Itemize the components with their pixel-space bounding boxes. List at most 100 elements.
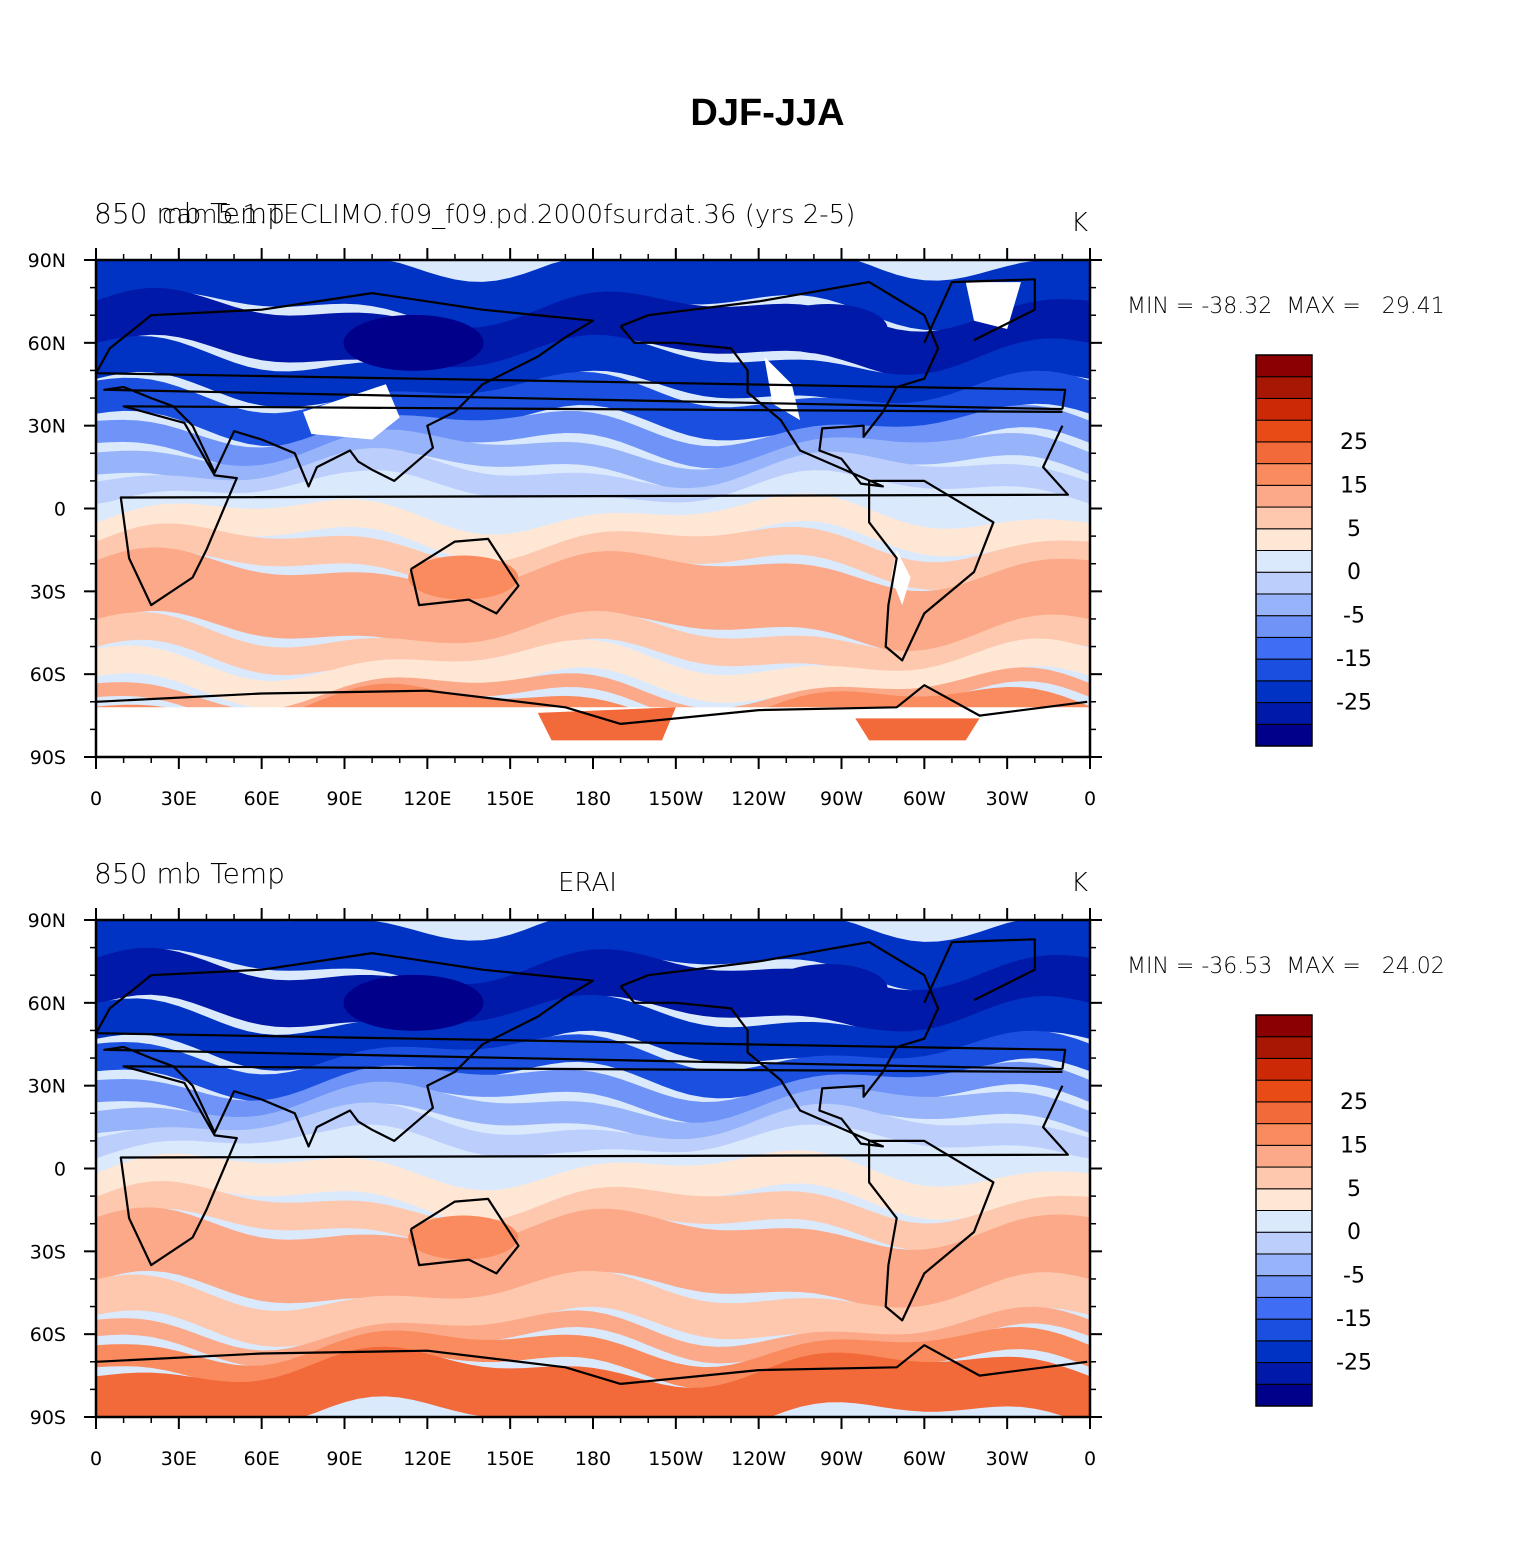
x-tick-label: 150W — [648, 1448, 703, 1470]
min-max-label: MIN = -36.53 MAX = 24.02 — [1127, 954, 1445, 979]
temperature-band — [96, 994, 1090, 1071]
coastline — [409, 1197, 520, 1275]
colorbar-swatch — [1255, 1275, 1313, 1298]
temperature-band — [96, 1346, 1090, 1417]
coastline — [96, 292, 1067, 488]
y-tick-label: 30N — [28, 1076, 66, 1098]
coastline — [96, 1344, 1088, 1385]
colorbar-swatch — [1255, 1014, 1313, 1038]
temperature-band — [96, 334, 1090, 411]
colorbar-swatch — [1255, 636, 1313, 660]
colorbar-swatch — [1255, 1253, 1313, 1277]
colorbar-swatch — [1255, 506, 1313, 530]
x-tick-label: 120E — [403, 788, 451, 810]
colorbar-label: -5 — [1343, 604, 1365, 629]
colorbar-swatch — [1255, 1101, 1313, 1125]
temperature-band — [96, 493, 1090, 563]
temperature-band — [96, 547, 1090, 655]
x-tick-label: 90W — [820, 1448, 863, 1470]
y-tick-label: 90N — [28, 910, 66, 932]
coastline — [619, 281, 940, 488]
colorbar-swatch — [1255, 1231, 1313, 1255]
colorbar-swatch — [1255, 1188, 1313, 1211]
colorbar-swatch — [1255, 354, 1313, 378]
x-tick-label: 90E — [326, 1448, 362, 1470]
x-tick-label: 120W — [731, 1448, 786, 1470]
colorbar-swatch — [1255, 1318, 1313, 1342]
panel-center-title: ERAI — [558, 868, 617, 898]
temperature-band — [96, 1150, 1090, 1224]
x-tick-label: 60W — [903, 788, 946, 810]
panel-left-title: 850 mb Temp — [94, 857, 285, 890]
coastline — [409, 537, 520, 615]
colorbar-label: 15 — [1340, 1133, 1368, 1158]
contour-fill — [96, 920, 1090, 1417]
coastline — [619, 941, 940, 1148]
panel-unit: K — [1071, 868, 1089, 898]
coastline — [923, 278, 1036, 344]
colorbar-frame — [1255, 354, 1313, 747]
colorbar-label: -25 — [1336, 1351, 1372, 1376]
colorbar-swatch — [1255, 463, 1313, 486]
colorbar-swatch — [1255, 484, 1313, 508]
colorbar-label: -15 — [1336, 647, 1372, 672]
temperature-band — [96, 1327, 1090, 1390]
colorbar-swatch — [1255, 1362, 1313, 1385]
colorbar-label: -5 — [1343, 1264, 1365, 1289]
panel-left-title: 850 mb Temp — [94, 197, 285, 230]
colorbar-label: 15 — [1340, 473, 1368, 498]
colorbar-swatch — [1255, 397, 1313, 421]
coastline — [119, 1065, 1069, 1267]
x-tick-label: 60W — [903, 1448, 946, 1470]
colorbar-swatch — [1255, 1210, 1313, 1233]
panel-center-title: cam5.1.TECLIMO.f09_f09.pd.2000fsurdat.36… — [162, 200, 856, 230]
x-tick-label: 0 — [90, 1448, 102, 1470]
warm-spot — [408, 555, 519, 600]
y-tick-label: 60N — [28, 993, 66, 1015]
colorbar-swatch — [1255, 1079, 1313, 1103]
min-max-label: MIN = -38.32 MAX = 29.41 — [1127, 294, 1445, 319]
x-tick-label: 150E — [486, 1448, 534, 1470]
colorbar-label: 25 — [1340, 1090, 1368, 1115]
colorbar: -25 -15 -5 0 5 15 25 — [1255, 354, 1372, 747]
panel-unit: K — [1071, 208, 1089, 238]
colorbar-swatch — [1255, 1340, 1313, 1364]
colorbar-swatch — [1255, 528, 1313, 551]
figure-title: DJF-JJA — [690, 92, 845, 134]
y-tick-label: 30S — [30, 1241, 66, 1263]
x-tick-label: 150W — [648, 788, 703, 810]
y-tick-label: 60S — [30, 1324, 66, 1346]
cold-core — [767, 304, 888, 355]
y-tick-label: 30N — [28, 416, 66, 438]
cold-core — [343, 314, 484, 371]
temperature-band — [96, 470, 1090, 529]
colorbar-swatch — [1255, 1296, 1313, 1320]
temperature-band — [96, 1207, 1090, 1314]
coastlines — [96, 278, 1088, 725]
colorbar-swatch — [1255, 1144, 1313, 1168]
y-tick-label: 0 — [54, 499, 66, 521]
colorbar-swatch — [1255, 1036, 1313, 1059]
coastline — [868, 1139, 995, 1322]
coastline — [96, 684, 1088, 725]
colorbar-label: 5 — [1347, 517, 1361, 542]
x-tick-label: 30E — [161, 1448, 197, 1470]
coastline — [96, 952, 1067, 1148]
warm-spot — [408, 1215, 519, 1260]
contour-map: 0 30E 60E 90E 120E 150E 180 150W 120W 90W 60W 30W 0 9… — [28, 908, 1372, 1470]
colorbar-swatch — [1255, 615, 1313, 638]
colorbar-label: 0 — [1347, 1220, 1361, 1245]
cold-core — [343, 974, 484, 1031]
colorbar-label: 5 — [1347, 1177, 1361, 1202]
y-tick-label: 0 — [54, 1159, 66, 1181]
temperature-band — [96, 947, 1090, 1038]
temperature-band — [96, 448, 1090, 511]
colorbar-swatch — [1255, 593, 1313, 617]
x-tick-label: 120W — [731, 788, 786, 810]
x-tick-label: 0 — [1084, 1448, 1096, 1470]
panel-obs: 850 mb Temp ERAI K MIN = -36.53 MAX = 24… — [0, 660, 1535, 1470]
colorbar-swatch — [1255, 376, 1313, 399]
temperature-band — [96, 1102, 1090, 1162]
contour-fill — [96, 260, 1090, 757]
colorbar-swatch — [1255, 1057, 1313, 1081]
